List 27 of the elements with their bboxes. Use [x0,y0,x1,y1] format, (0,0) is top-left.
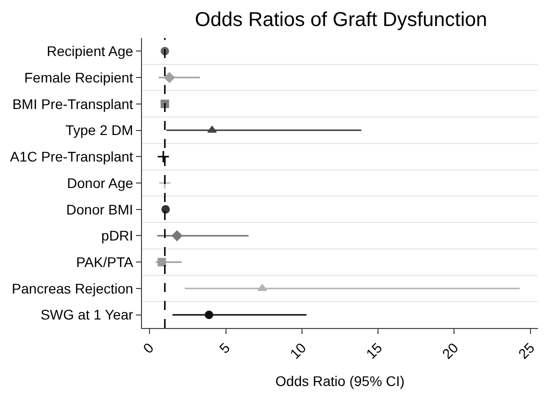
point [156,150,170,163]
point [204,310,214,320]
y-tick-label: SWG at 1 Year [40,306,134,323]
x-tick-label: 0 [140,339,157,356]
x-tick-label: 10 [286,339,310,362]
y-tick-label: PAK/PTA [76,254,134,270]
x-tick-label: 15 [362,339,386,362]
point [164,72,175,83]
point [207,126,217,133]
point [161,205,170,214]
y-tick-label: BMI Pre-Transplant [12,96,134,112]
point [158,258,166,266]
y-tick-label: Donor Age [67,174,134,191]
point [258,284,268,291]
x-axis-title: Odds Ratio (95% CI) [275,373,405,390]
y-tick-label: pDRI [101,228,134,244]
y-tick-label: A1C Pre-Transplant [10,148,134,165]
x-tick-label: 25 [515,339,538,362]
y-tick-label: Pancreas Rejection [12,280,134,296]
y-tick-label: Recipient Age [46,43,134,60]
x-tick-label: 20 [438,339,462,362]
y-tick-label: Type 2 DM [65,122,134,138]
point [172,230,182,242]
y-tick-label: Female Recipient [24,69,134,86]
chart-title: Odds Ratios of Graft Dysfunction [194,8,488,31]
y-tick-label: Donor BMI [66,201,134,218]
x-tick-label: 5 [216,339,233,356]
